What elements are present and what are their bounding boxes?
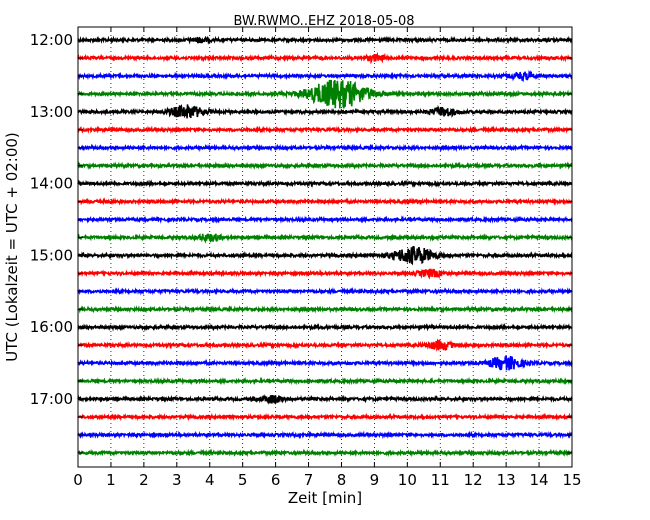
x-tick-label: 9: [370, 471, 380, 489]
trace-row: [77, 268, 573, 280]
y-axis-ticks: 12:00 13:00 14:00 15:00 16:00 17:00: [30, 31, 572, 454]
trace-row: [77, 125, 573, 135]
trace-row: [77, 51, 573, 65]
trace-row: [77, 448, 573, 458]
x-tick-label: 11: [431, 471, 450, 489]
trace-row: [77, 376, 573, 386]
y-axis-label: UTC (Lokalzeit = UTC + 02:00): [3, 132, 21, 362]
x-tick-label: 5: [238, 471, 248, 489]
x-tick-label: 6: [271, 471, 281, 489]
plot-frame: [77, 26, 573, 468]
trace-row: [77, 233, 573, 244]
y-tick-label: 17:00: [30, 390, 73, 408]
trace-row: [77, 161, 573, 171]
x-tick-label: 1: [106, 471, 116, 489]
trace-row: [77, 69, 573, 83]
y-tick-label: 16:00: [30, 318, 73, 336]
x-tick-label: 7: [304, 471, 314, 489]
x-tick-label: 2: [139, 471, 149, 489]
trace-row: [77, 430, 573, 440]
trace-row: [77, 215, 573, 224]
y-tick-label: 12:00: [30, 31, 73, 49]
x-tick-label: 8: [337, 471, 347, 489]
trace-row: [77, 104, 573, 119]
trace-row: [77, 355, 573, 371]
x-tick-label: 12: [464, 471, 483, 489]
x-tick-label: 10: [398, 471, 417, 489]
trace-row: [77, 246, 573, 266]
vertical-gridlines: [110, 27, 540, 467]
x-axis-label: Zeit [min]: [288, 489, 362, 507]
trace-row: [77, 79, 573, 109]
chart-title: BW.RWMO..EHZ 2018-05-08: [233, 14, 414, 29]
x-tick-label: 14: [530, 471, 549, 489]
trace-row: [77, 412, 573, 422]
x-tick-label: 0: [73, 471, 83, 489]
x-tick-label: 13: [497, 471, 516, 489]
trace-row: [77, 143, 573, 153]
x-tick-label: 3: [172, 471, 182, 489]
y-tick-label: 15:00: [30, 246, 73, 264]
y-tick-label: 13:00: [30, 103, 73, 121]
trace-row: [77, 286, 573, 296]
x-tick-label: 15: [562, 471, 581, 489]
trace-row: [77, 35, 573, 45]
trace-row: [77, 322, 573, 332]
trace-row: [77, 197, 573, 206]
x-axis-ticks: 0 1 2 3 4 5 6 7 8 9 10 11 12 13 14 15: [73, 27, 582, 489]
y-tick-label: 14:00: [30, 175, 73, 193]
trace-row: [77, 394, 573, 406]
trace-row: [77, 179, 573, 189]
trace-row: [77, 304, 573, 314]
trace-row: [77, 338, 573, 352]
seismogram-traces: [77, 35, 573, 458]
x-tick-label: 4: [205, 471, 215, 489]
